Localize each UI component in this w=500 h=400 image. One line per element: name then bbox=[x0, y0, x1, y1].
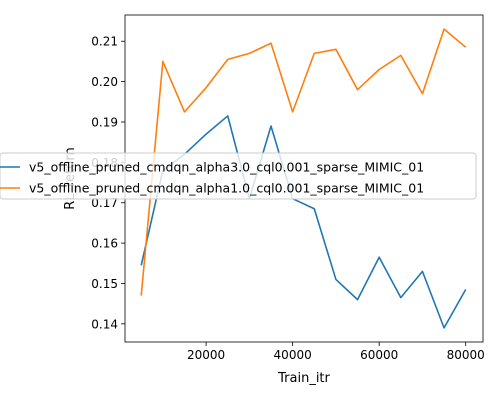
series-layer bbox=[140, 28, 467, 329]
x-tick-label: 20000 bbox=[187, 348, 225, 362]
series-line-1 bbox=[140, 115, 467, 329]
legend-label-2: v5_offline_pruned_cmdqn_alpha1.0_cql0.00… bbox=[29, 181, 424, 196]
y-tick-label: 0.16 bbox=[91, 237, 118, 251]
x-axis-label: Train_itr bbox=[277, 371, 330, 386]
y-tick-label: 0.21 bbox=[91, 35, 118, 49]
x-tick-label: 80000 bbox=[447, 348, 485, 362]
y-tick-label: 0.19 bbox=[91, 115, 118, 129]
y-tick-label: 0.15 bbox=[91, 277, 118, 291]
legend-items: v5_offline_pruned_cmdqn_alpha3.0_cql0.00… bbox=[0, 160, 424, 196]
legend-box bbox=[0, 152, 477, 200]
series-line-2 bbox=[140, 28, 467, 296]
legend-label-1: v5_offline_pruned_cmdqn_alpha3.0_cql0.00… bbox=[29, 160, 424, 175]
y-tick-label: 0.17 bbox=[91, 196, 118, 210]
x-axis-ticks: 20000 40000 60000 80000 bbox=[187, 342, 485, 362]
x-tick-label: 40000 bbox=[274, 348, 312, 362]
legend: v5_offline_pruned_cmdqn_alpha3.0_cql0.00… bbox=[0, 152, 477, 200]
y-tick-label: 0.20 bbox=[91, 75, 118, 89]
y-tick-label: 0.14 bbox=[91, 317, 118, 331]
x-tick-label: 60000 bbox=[360, 348, 398, 362]
